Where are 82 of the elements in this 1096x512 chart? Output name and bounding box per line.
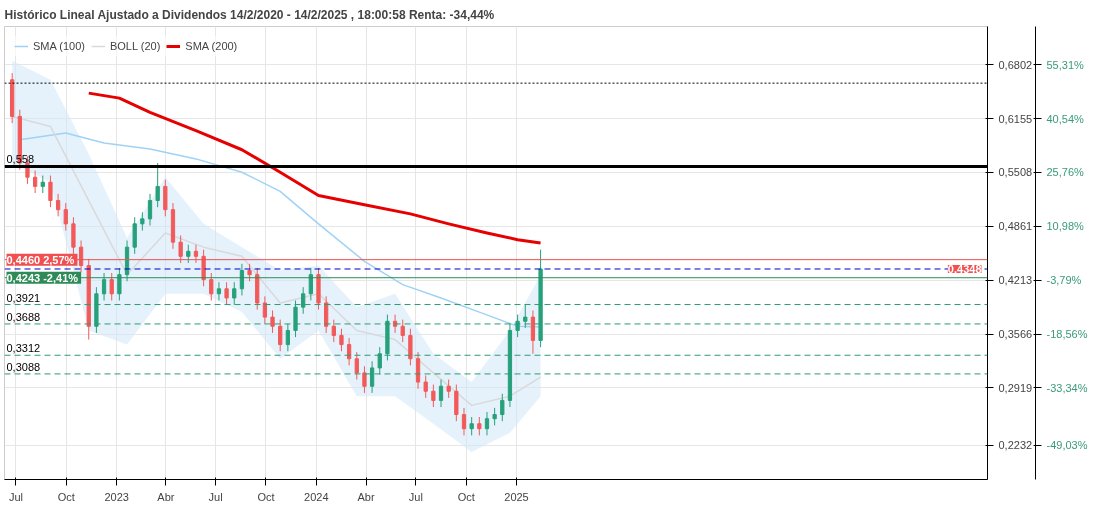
candlestick bbox=[454, 384, 459, 422]
ref-line-label: 0,4460 2,57% bbox=[6, 253, 75, 266]
x-tick-label: Abr bbox=[357, 490, 375, 503]
candlestick bbox=[55, 193, 61, 217]
candlestick bbox=[354, 351, 359, 381]
y2-tick-label: 55,31% bbox=[1046, 58, 1085, 71]
ref-line-label: 0,3312 bbox=[6, 342, 41, 355]
candlestick bbox=[293, 299, 298, 338]
x-tick-label: Oct bbox=[257, 490, 275, 503]
candlestick bbox=[278, 319, 283, 352]
candlestick bbox=[147, 193, 153, 227]
y-tick-label: 0,2232 bbox=[998, 439, 1033, 452]
candlestick bbox=[216, 281, 222, 301]
y-tick-label: 0,3566 bbox=[998, 328, 1033, 341]
candlestick bbox=[362, 365, 367, 394]
ref-line-label: 0,3088 bbox=[6, 360, 41, 373]
candlestick bbox=[461, 407, 467, 436]
candlestick bbox=[262, 295, 268, 325]
candlestick bbox=[109, 272, 114, 301]
candlestick bbox=[32, 170, 38, 194]
y2-tick-label: -33,34% bbox=[1046, 381, 1088, 394]
candlestick bbox=[523, 304, 528, 329]
candlestick bbox=[224, 281, 229, 306]
ref-line-label: 0,3921 bbox=[6, 291, 41, 304]
candlestick bbox=[209, 272, 214, 301]
candlestick bbox=[500, 393, 505, 422]
x-tick-label: Oct bbox=[57, 490, 75, 503]
candlestick bbox=[423, 374, 428, 399]
x-tick-label: 2023 bbox=[104, 490, 129, 503]
candlestick bbox=[431, 384, 436, 408]
candlestick bbox=[400, 319, 405, 343]
y2-tick-label: -3,79% bbox=[1046, 274, 1082, 287]
y2-tick-label: 10,98% bbox=[1046, 220, 1085, 233]
x-tick-label: Jul bbox=[208, 490, 223, 503]
candlestick bbox=[484, 411, 490, 436]
candlestick bbox=[530, 309, 536, 355]
candlestick bbox=[48, 175, 53, 208]
chart-title: Histórico Lineal Ajustado a Dividendos 14/2/2020 - 14/2/2025 , 18:00:58 Renta: -34,44% bbox=[4, 7, 495, 22]
candlestick bbox=[101, 272, 107, 301]
y-tick-label: 0,6802 bbox=[998, 58, 1033, 71]
candlestick bbox=[301, 286, 306, 315]
y2-tick-label: -49,03% bbox=[1046, 439, 1088, 452]
x-tick-label: Jul bbox=[408, 490, 423, 503]
ref-line-label: 0,4243 -2,41% bbox=[6, 271, 79, 284]
y2-tick-label: -18,56% bbox=[1046, 328, 1088, 341]
candlestick bbox=[63, 202, 68, 232]
candlestick bbox=[232, 281, 237, 306]
candlestick bbox=[155, 162, 160, 208]
x-tick-label: 2024 bbox=[304, 490, 329, 503]
candlestick bbox=[339, 328, 344, 352]
candlestick bbox=[408, 328, 413, 366]
candlestick bbox=[270, 309, 275, 334]
candlestick bbox=[477, 416, 482, 436]
ref-line-label: 0,3688 bbox=[6, 310, 41, 323]
legend-label: SMA (200) bbox=[185, 40, 238, 52]
line-series bbox=[87, 91, 543, 245]
y-tick-label: 0,2919 bbox=[998, 381, 1033, 394]
candlestick bbox=[331, 319, 336, 343]
y-tick-label: 0,5508 bbox=[998, 166, 1033, 179]
candlestick bbox=[117, 267, 122, 301]
candlestick bbox=[446, 379, 451, 399]
y2-tick-label: 25,76% bbox=[1046, 166, 1085, 179]
candlestick bbox=[132, 216, 137, 255]
legend-label: SMA (100) bbox=[33, 40, 85, 52]
y-tick-label: 0,4213 bbox=[998, 274, 1033, 287]
candlestick bbox=[285, 323, 290, 352]
candlestick bbox=[163, 179, 168, 217]
candlestick bbox=[140, 211, 145, 232]
x-tick-label: 2025 bbox=[504, 490, 529, 503]
ref-line-label: 0,4348 bbox=[947, 262, 982, 275]
y-tick-label: 0,4861 bbox=[998, 220, 1033, 233]
candlestick bbox=[377, 346, 382, 376]
candlestick bbox=[469, 416, 474, 436]
y-tick-label: 0,6155 bbox=[998, 112, 1033, 125]
candlestick bbox=[438, 379, 444, 408]
x-tick-label: Abr bbox=[157, 490, 175, 503]
x-tick-label: Oct bbox=[457, 490, 475, 503]
candlestick bbox=[369, 360, 375, 394]
x-tick-label: Jul bbox=[8, 490, 24, 503]
candlestick bbox=[186, 244, 191, 264]
y2-tick-label: 40,54% bbox=[1046, 112, 1085, 125]
legend-label: BOLL (20) bbox=[109, 40, 161, 52]
